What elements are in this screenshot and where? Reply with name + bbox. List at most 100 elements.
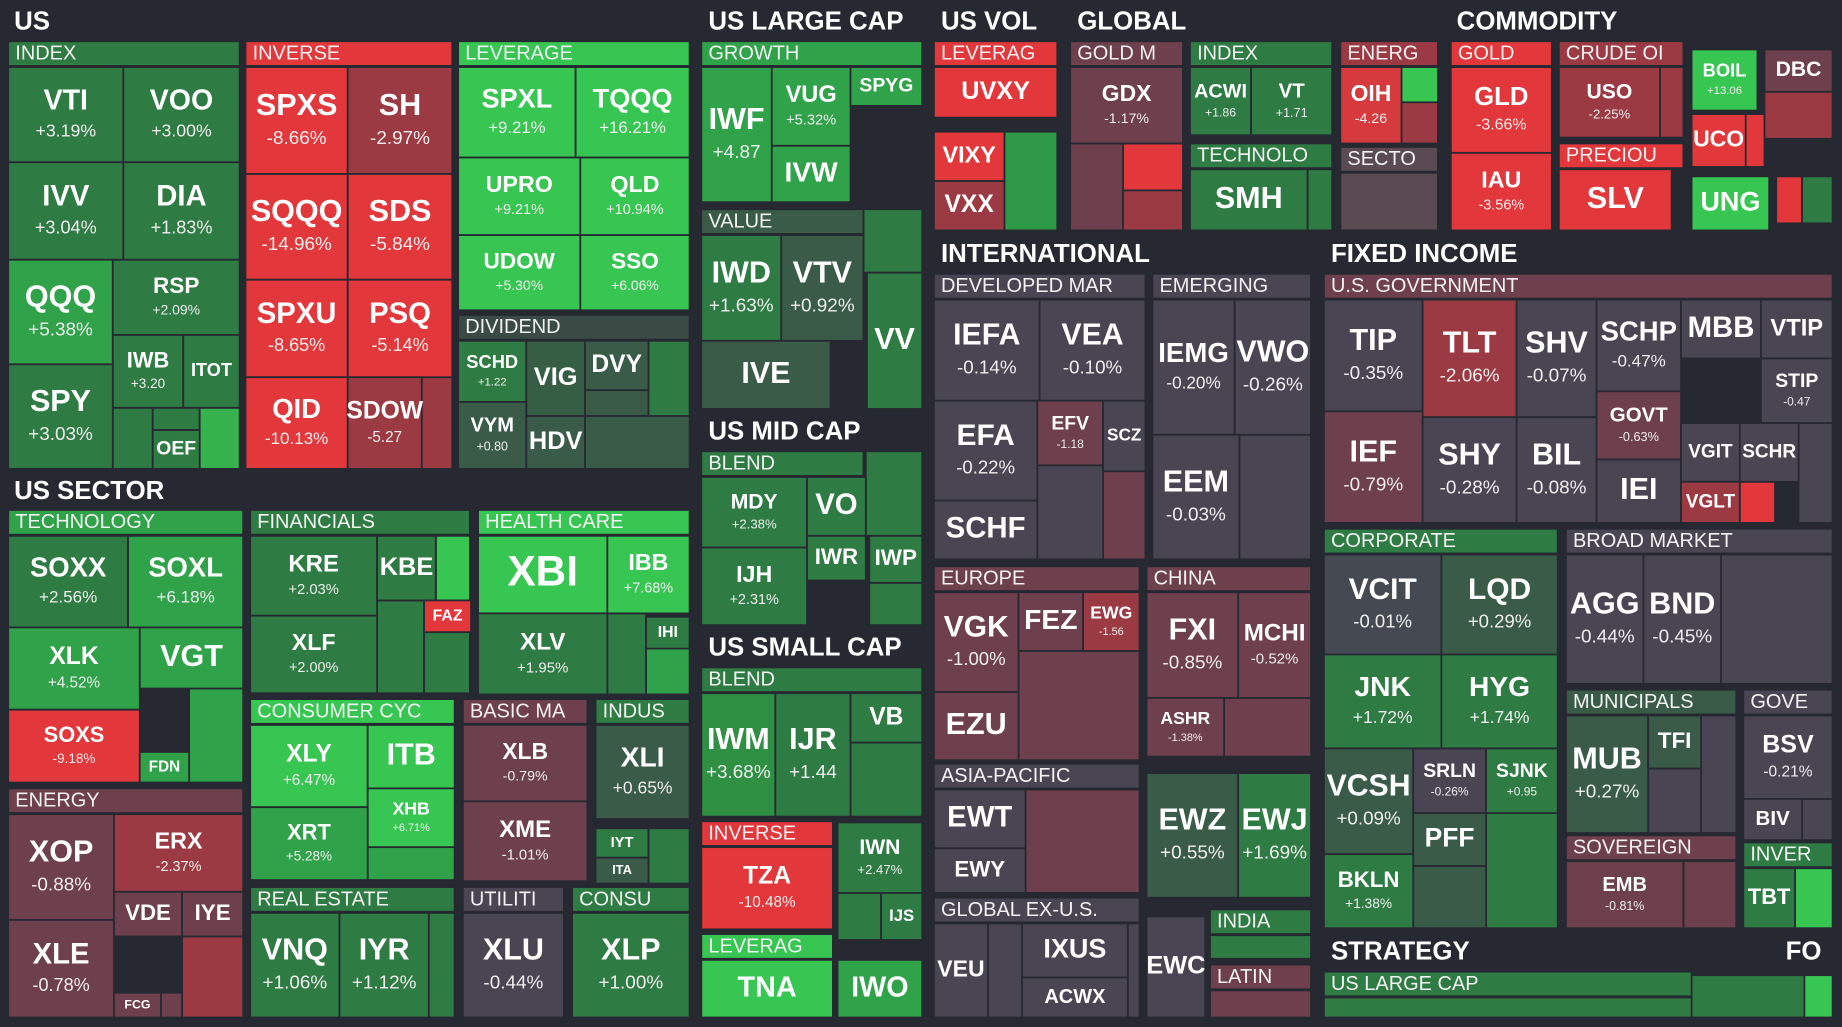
ticker: IAU	[1481, 166, 1521, 192]
section-title: COMMODITY	[1457, 7, 1618, 35]
etf-tile	[1690, 175, 1771, 232]
change: -10.13%	[265, 429, 328, 448]
ticker: IWF	[709, 102, 765, 136]
etf-tile	[933, 591, 1020, 693]
ticker: VIG	[534, 363, 578, 391]
filler-tile	[645, 647, 691, 696]
etf-tile	[1021, 976, 1129, 1019]
change: +2.56%	[39, 588, 97, 607]
group-title: REAL ESTATE	[257, 888, 389, 910]
change: -0.81%	[1605, 899, 1644, 913]
group-header	[457, 314, 691, 341]
change: +1.44	[789, 762, 837, 783]
change: -5.84%	[370, 234, 430, 255]
etf-tile	[1082, 591, 1141, 652]
ticker: GLD	[1474, 83, 1528, 111]
ticker: UPRO	[486, 171, 553, 197]
ticker: HDV	[529, 427, 583, 455]
ticker: ITA	[612, 862, 632, 877]
etf-tile	[249, 806, 369, 881]
ticker: IWM	[707, 722, 770, 756]
filler-tile	[1738, 480, 1776, 524]
section-title: US SECTOR	[14, 477, 165, 505]
group-title: GOLD	[1458, 42, 1515, 64]
ticker: PFF	[1425, 822, 1475, 852]
etf-tile	[594, 724, 691, 820]
change: +1.69%	[1242, 843, 1307, 864]
group-title: GROWTH	[708, 42, 799, 64]
group-title: LATIN	[1217, 966, 1272, 988]
group-header	[1189, 40, 1334, 67]
group-title: HEALTH CARE	[485, 511, 623, 533]
ticker: TBT	[1748, 884, 1791, 909]
etf-tile	[1440, 653, 1559, 750]
etf-tile	[579, 156, 691, 236]
group-title: INDEX	[15, 42, 76, 64]
filler-tile	[160, 991, 183, 1019]
ticker: UNG	[1700, 187, 1760, 217]
etf-tile	[346, 66, 454, 175]
ticker: SPXU	[257, 298, 337, 330]
ticker: SPXL	[481, 82, 552, 113]
ticker: EWJ	[1242, 803, 1308, 837]
etf-tile	[525, 339, 586, 417]
change: +1.71	[1276, 106, 1308, 120]
ticker: IWP	[875, 545, 917, 570]
ticker: VEA	[1061, 319, 1123, 352]
ticker: SLV	[1587, 181, 1645, 215]
change: +1.72%	[1353, 707, 1413, 727]
ticker: SDS	[369, 194, 432, 228]
group-title: GLOBAL EX-U.S.	[941, 899, 1098, 921]
etf-tile	[1642, 553, 1722, 685]
change: +1.06%	[263, 973, 328, 994]
change: -0.10%	[1063, 356, 1123, 377]
ticker: VV	[874, 322, 915, 356]
etf-tile	[7, 708, 141, 784]
filler-tile	[1238, 433, 1312, 561]
ticker: MCHI	[1244, 620, 1306, 647]
ticker: VB	[869, 703, 903, 730]
filler-tile	[1485, 812, 1559, 930]
change: +13.06	[1707, 85, 1742, 97]
filler-tile	[1412, 865, 1487, 930]
group-title: INVERSE	[253, 42, 341, 64]
etf-tile	[346, 173, 454, 281]
ticker: IVV	[42, 181, 90, 213]
ticker: VGT	[160, 639, 223, 673]
ticker: EFV	[1051, 412, 1089, 434]
change: +3.03%	[28, 424, 93, 445]
ticker: EZU	[946, 707, 1007, 741]
change: +2.47%	[857, 862, 902, 877]
change: -0.28%	[1440, 477, 1500, 498]
filler-tile	[868, 581, 924, 626]
etf-tile	[181, 890, 245, 938]
etf-tile	[700, 546, 808, 626]
section-title: STRATEGY	[1331, 938, 1470, 966]
etf-tile	[584, 339, 650, 392]
etf-tile	[111, 258, 241, 336]
group-title: INVER	[1750, 844, 1811, 866]
ticker: IYE	[195, 900, 231, 925]
ticker: OIH	[1351, 80, 1392, 106]
section-title: US SMALL CAP	[708, 633, 901, 661]
ticker: VCSH	[1327, 770, 1411, 803]
etf-tile	[780, 234, 865, 342]
etf-tile	[1680, 298, 1762, 360]
etf-tile	[1151, 433, 1241, 561]
change: +6.06%	[611, 277, 659, 293]
ticker: SCHD	[466, 351, 518, 372]
change: -0.08%	[1527, 477, 1587, 498]
ticker: BND	[1649, 587, 1715, 621]
ticker: USO	[1587, 80, 1633, 103]
filler-tile	[1209, 934, 1312, 960]
etf-tile	[1738, 422, 1800, 483]
group-header	[457, 40, 691, 67]
etf-tile	[244, 66, 349, 175]
ticker: SCHR	[1742, 441, 1796, 462]
ticker: IYR	[359, 933, 410, 967]
ticker: TLT	[1443, 326, 1497, 360]
change: +4.87	[713, 142, 761, 163]
change: +0.65%	[613, 777, 673, 797]
etf-tile	[457, 339, 528, 403]
ticker: XOP	[29, 834, 93, 868]
